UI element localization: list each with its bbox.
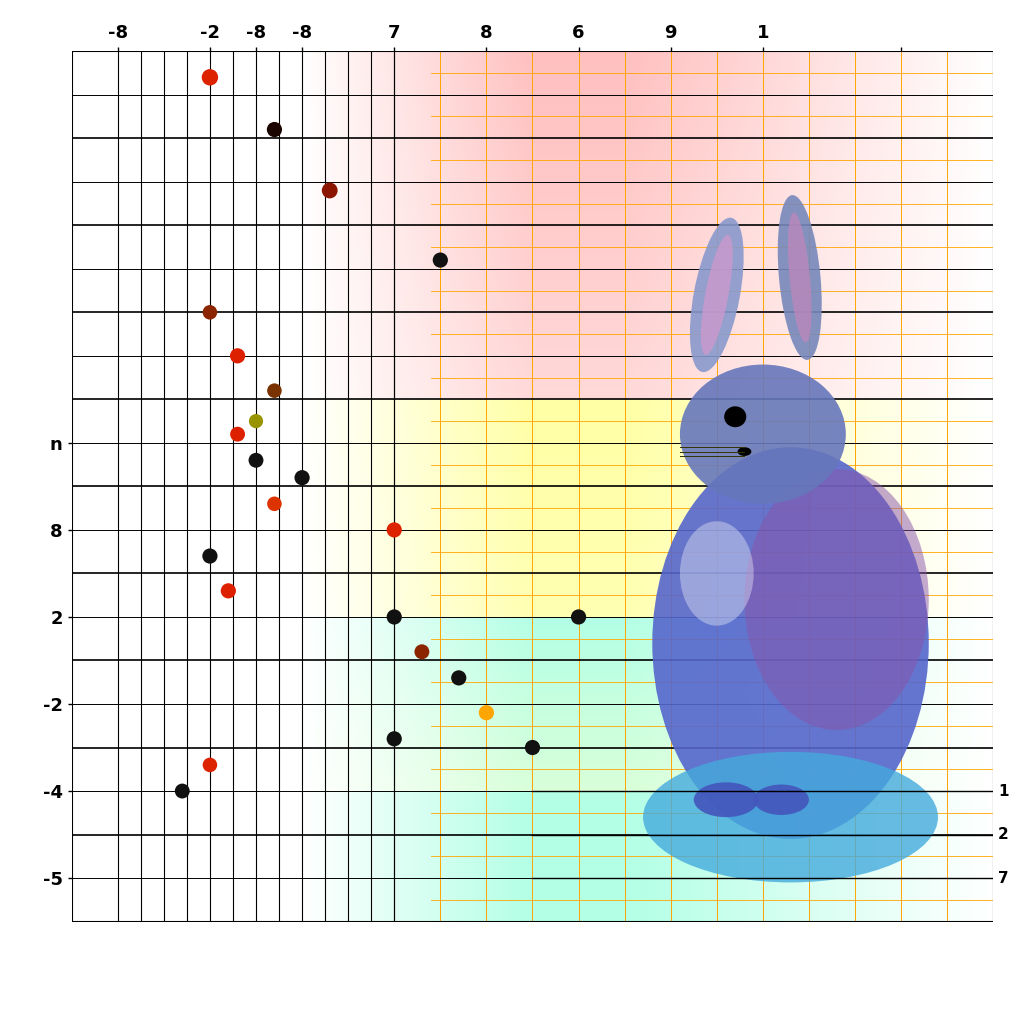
Text: 2: 2 (998, 827, 1009, 842)
Point (266, 383, 283, 399)
Point (414, 643, 430, 659)
Circle shape (724, 407, 746, 427)
Point (524, 739, 541, 756)
Point (294, 469, 310, 486)
Point (266, 121, 283, 137)
Point (202, 548, 218, 564)
Point (570, 608, 587, 625)
Ellipse shape (744, 469, 929, 730)
Point (451, 670, 467, 686)
Point (202, 757, 218, 773)
Point (229, 348, 246, 365)
Point (386, 521, 402, 539)
Point (174, 782, 190, 799)
Ellipse shape (737, 447, 752, 456)
Point (478, 705, 495, 721)
Ellipse shape (788, 212, 811, 343)
Ellipse shape (680, 365, 846, 504)
Point (248, 453, 264, 469)
Text: 7: 7 (998, 870, 1009, 886)
Ellipse shape (643, 752, 938, 883)
Point (202, 70, 218, 86)
Point (432, 252, 449, 268)
Point (248, 413, 264, 429)
Point (229, 426, 246, 442)
Point (322, 182, 338, 199)
Ellipse shape (700, 234, 733, 355)
Text: 1: 1 (998, 783, 1009, 799)
Point (220, 583, 237, 599)
Point (202, 304, 218, 321)
Ellipse shape (690, 218, 743, 372)
Ellipse shape (652, 447, 929, 839)
Ellipse shape (777, 196, 822, 359)
Ellipse shape (754, 784, 809, 815)
Ellipse shape (680, 521, 754, 626)
Point (386, 731, 402, 748)
Ellipse shape (693, 782, 758, 817)
Point (266, 496, 283, 512)
Point (386, 608, 402, 625)
